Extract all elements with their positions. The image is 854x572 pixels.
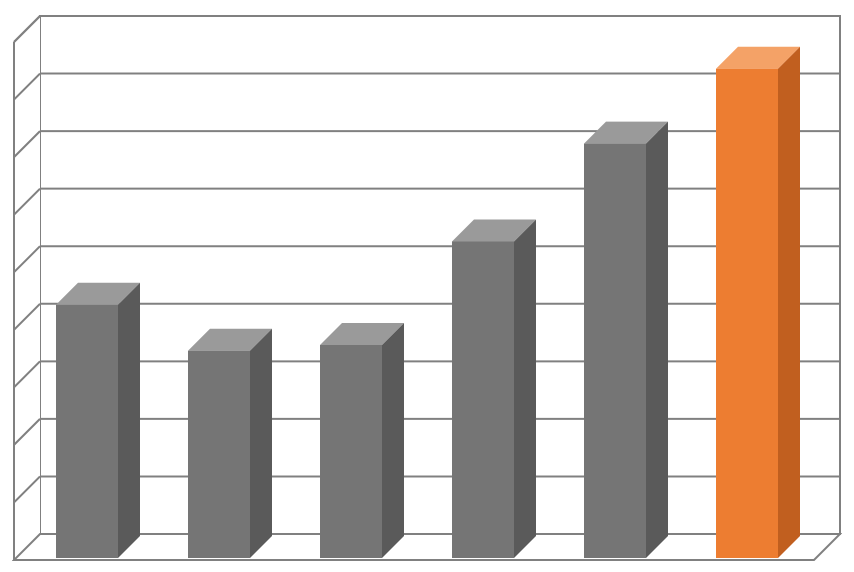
bar-0 xyxy=(56,283,140,558)
bar-4 xyxy=(584,122,668,558)
bar-2 xyxy=(320,323,404,558)
bar-3 xyxy=(452,219,536,558)
bars xyxy=(12,8,842,562)
bar-1 xyxy=(188,329,272,558)
bar-5 xyxy=(716,47,800,558)
bar-chart-3d xyxy=(12,8,842,562)
